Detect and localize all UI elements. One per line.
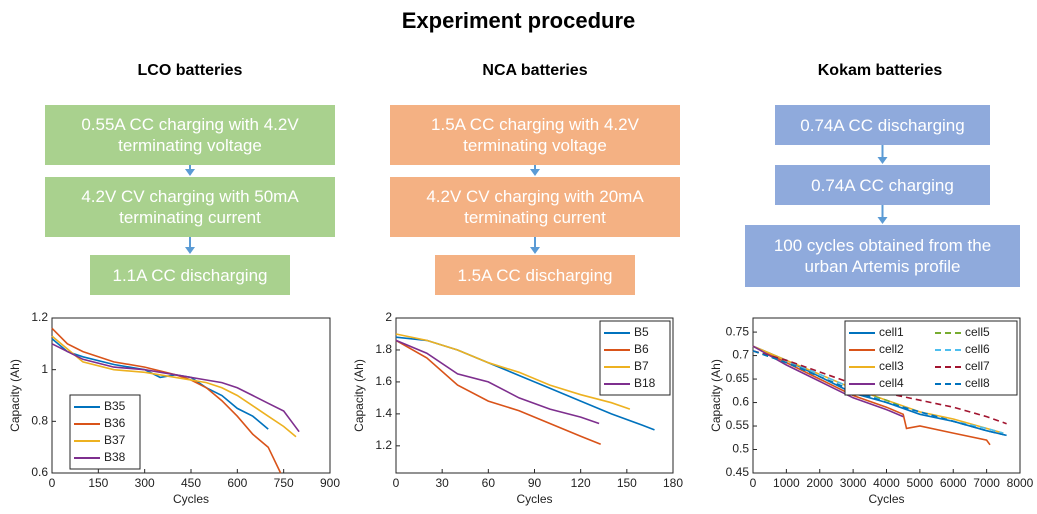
x-tick-label: 0 (393, 476, 400, 490)
y-tick-label: 0.6 (732, 395, 749, 409)
legend-label: cell7 (965, 359, 990, 373)
flow-arrow-head (877, 157, 888, 164)
x-tick-label: 450 (181, 476, 201, 490)
x-tick-label: 150 (617, 476, 637, 490)
x-tick-label: 750 (274, 476, 294, 490)
series-line (395, 339, 600, 425)
x-axis-label: Cycles (516, 492, 552, 506)
flow-arrow-head (530, 169, 540, 176)
y-tick-label: 0.6 (31, 465, 48, 479)
x-tick-label: 2000 (806, 476, 833, 490)
y-tick-label: 0.75 (726, 324, 750, 338)
x-axis-label: Cycles (173, 492, 209, 506)
x-tick-label: 0 (750, 476, 757, 490)
x-tick-label: 7000 (973, 476, 1000, 490)
x-tick-label: 6000 (940, 476, 967, 490)
series-line (752, 350, 904, 408)
y-tick-label: 1 (41, 362, 48, 376)
flow-step: 4.2V CV charging with 50mA terminating c… (45, 177, 335, 237)
legend-label: cell1 (879, 325, 904, 339)
legend-label: B6 (634, 342, 649, 356)
legend-label: B18 (634, 376, 656, 390)
flow-step: 0.55A CC charging with 4.2V terminating … (45, 105, 335, 165)
figure-title: Experiment procedure (401, 8, 636, 33)
x-tick-label: 120 (571, 476, 591, 490)
y-tick-label: 0.8 (31, 414, 48, 428)
flow-step: 0.74A CC charging (775, 165, 990, 205)
y-tick-label: 0.7 (732, 348, 749, 362)
y-tick-label: 1.2 (375, 438, 392, 452)
y-axis-label: Capacity (Ah) (352, 359, 366, 432)
y-tick-label: 0.55 (726, 418, 750, 432)
y-tick-label: 1.8 (375, 342, 392, 356)
x-axis-label: Cycles (868, 492, 904, 506)
flow-step: 0.74A CC discharging (775, 105, 990, 145)
x-tick-label: 300 (135, 476, 155, 490)
y-axis-label: Capacity (Ah) (8, 359, 22, 432)
legend-label: B35 (104, 399, 126, 413)
flow-step: 1.5A CC discharging (435, 255, 635, 295)
legend-label: cell6 (965, 342, 990, 356)
x-tick-label: 1000 (773, 476, 800, 490)
x-tick-label: 8000 (1007, 476, 1034, 490)
legend-label: cell8 (965, 376, 990, 390)
x-tick-label: 0 (49, 476, 56, 490)
x-tick-label: 4000 (873, 476, 900, 490)
x-tick-label: 30 (435, 476, 449, 490)
series-line (51, 343, 300, 433)
x-tick-label: 150 (88, 476, 108, 490)
flow-arrow-head (877, 217, 888, 224)
legend-label: cell4 (879, 376, 904, 390)
y-tick-label: 0.65 (726, 371, 750, 385)
series-line (752, 345, 991, 446)
legend-label: cell5 (965, 325, 990, 339)
y-tick-label: 2 (385, 310, 392, 324)
series-line (51, 335, 297, 438)
legend-label: B7 (634, 359, 649, 373)
legend-label: B36 (104, 416, 126, 430)
x-tick-label: 600 (227, 476, 247, 490)
y-axis-label: Capacity (Ah) (709, 359, 723, 432)
flow-arrow-head (530, 247, 540, 254)
legend-label: B38 (104, 450, 126, 464)
x-tick-label: 60 (482, 476, 496, 490)
flow-step: 1.1A CC discharging (90, 255, 290, 295)
legend-label: cell3 (879, 359, 904, 373)
legend-label: B5 (634, 325, 649, 339)
legend-label: cell2 (879, 342, 904, 356)
x-tick-label: 3000 (840, 476, 867, 490)
x-tick-label: 180 (663, 476, 683, 490)
flow-step: 4.2V CV charging with 20mA terminating c… (390, 177, 680, 237)
y-tick-label: 1.6 (375, 374, 392, 388)
panel-title: Kokam batteries (817, 62, 943, 79)
series-line (395, 339, 601, 445)
flow-arrow-head (185, 247, 195, 254)
legend-label: B37 (104, 433, 126, 447)
y-tick-label: 0.5 (732, 442, 749, 456)
y-tick-label: 1.4 (375, 406, 392, 420)
x-tick-label: 900 (320, 476, 340, 490)
flow-arrow-head (185, 169, 195, 176)
y-tick-label: 0.45 (726, 465, 750, 479)
x-tick-label: 5000 (907, 476, 934, 490)
series-line (395, 333, 631, 410)
series-line (752, 350, 1007, 437)
y-tick-label: 1.2 (31, 310, 48, 324)
flow-step: 100 cycles obtained from the urban Artem… (745, 225, 1020, 287)
flow-step: 1.5A CC charging with 4.2V terminating v… (390, 105, 680, 165)
x-tick-label: 90 (528, 476, 542, 490)
panel-title: LCO batteries (137, 62, 243, 79)
panel-title: NCA batteries (482, 62, 588, 79)
series-line (752, 345, 904, 418)
